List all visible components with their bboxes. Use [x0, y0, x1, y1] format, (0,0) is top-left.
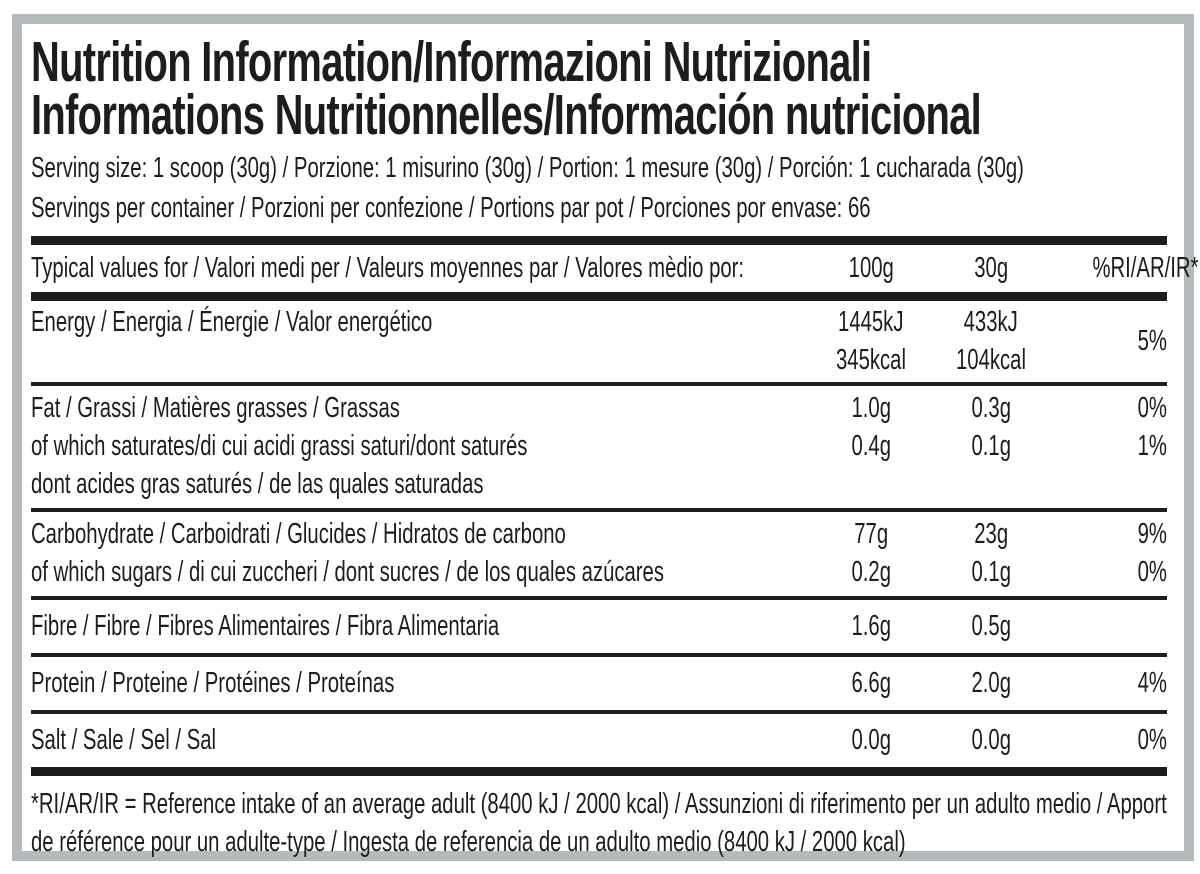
- fat-per30: 0.3g: [971, 392, 1011, 424]
- carbohydrate-line-1: Carbohydrate / Carboidrati / Glucides / …: [31, 515, 1167, 553]
- divider-rule-3: [31, 596, 1167, 600]
- energy-ri: 5%: [1137, 325, 1167, 357]
- protein-per30: 2.0g: [971, 667, 1011, 699]
- carbohydrate-per30: 23g: [974, 518, 1008, 550]
- header-col-ri: %RI/AR/IR*: [1092, 252, 1199, 284]
- title-line-1-text: Nutrition Information/Informazioni Nutri…: [31, 30, 872, 94]
- carbohydrate-line-2: of which sugars / di cui zuccheri / dont…: [31, 553, 1167, 591]
- label-content: Nutrition Information/Informazioni Nutri…: [22, 24, 1199, 858]
- title-line-2: Informations Nutritionnelles/Información…: [31, 83, 1167, 147]
- header-typical-values: Typical values for / Valori medi per / V…: [31, 252, 745, 284]
- carbohydrate-label: Carbohydrate / Carboidrati / Glucides / …: [31, 518, 566, 550]
- protein-ri: 4%: [1137, 667, 1167, 699]
- table-row-fibre: Fibre / Fibre / Fibres Alimentaires / Fi…: [31, 600, 1167, 653]
- energy-per100-kj: 1445kJ: [838, 306, 904, 338]
- label-title: Nutrition Information/Informazioni Nutri…: [31, 24, 1167, 147]
- saturates-label-cont: dont acides gras saturés / de las quales…: [31, 468, 484, 500]
- salt-label: Salt / Sale / Sel / Sal: [31, 724, 217, 756]
- header-col-30g: 30g: [974, 252, 1008, 284]
- sugars-per100: 0.2g: [851, 556, 891, 588]
- protein-label: Protein / Proteine / Protéines / Proteín…: [31, 667, 395, 699]
- serving-size-text: Serving size: 1 scoop (30g) / Porzione: …: [31, 152, 1024, 184]
- header-col-100g: 100g: [848, 252, 894, 284]
- divider-rule-1: [31, 382, 1167, 386]
- fat-label: Fat / Grassi / Matières grasses / Grassa…: [31, 392, 400, 424]
- sugars-label: of which sugars / di cui zuccheri / dont…: [31, 556, 665, 588]
- title-line-1: Nutrition Information/Informazioni Nutri…: [31, 30, 1167, 94]
- footnote: *RI/AR/IR = Reference intake of an avera…: [31, 776, 1167, 861]
- table-row-energy: Energy / Energia / Énergie / Valor energ…: [31, 301, 1167, 382]
- carbohydrate-ri: 9%: [1137, 518, 1167, 550]
- table-row-fat: Fat / Grassi / Matières grasses / Grassa…: [31, 386, 1167, 508]
- energy-per30-kj: 433kJ: [963, 306, 1019, 338]
- fat-line-3: dont acides gras saturés / de las quales…: [31, 465, 1167, 503]
- fat-ri: 0%: [1137, 392, 1167, 424]
- saturates-per100: 0.4g: [851, 430, 891, 462]
- table-header-row: Typical values for / Valori medi per / V…: [31, 245, 1199, 292]
- nutrition-label-panel: Nutrition Information/Informazioni Nutri…: [12, 14, 1199, 861]
- energy-label: Energy / Energia / Énergie / Valor energ…: [31, 306, 433, 338]
- salt-per30: 0.0g: [971, 724, 1011, 756]
- energy-per30-kcal: 104kcal: [956, 344, 1026, 376]
- table-row-salt: Salt / Sale / Sel / Sal 0.0g 0.0g 0%: [31, 714, 1167, 767]
- title-line-2-text: Informations Nutritionnelles/Información…: [31, 83, 982, 147]
- divider-rule-2: [31, 508, 1167, 512]
- saturates-per30: 0.1g: [971, 430, 1011, 462]
- energy-per30: 433kJ 104kcal: [935, 303, 1047, 379]
- carbohydrate-per100: 77g: [854, 518, 888, 550]
- fat-line-2: of which saturates/di cui acidi grassi s…: [31, 427, 1167, 465]
- energy-per100: 1445kJ 345kcal: [807, 303, 935, 379]
- protein-per100: 6.6g: [851, 667, 891, 699]
- sugars-ri: 0%: [1137, 556, 1167, 588]
- saturates-label: of which saturates/di cui acidi grassi s…: [31, 430, 528, 462]
- sugars-per30: 0.1g: [971, 556, 1011, 588]
- fat-line-1: Fat / Grassi / Matières grasses / Grassa…: [31, 389, 1167, 427]
- fat-per100: 1.0g: [851, 392, 891, 424]
- fibre-per100: 1.6g: [851, 610, 891, 642]
- fibre-per30: 0.5g: [971, 610, 1011, 642]
- divider-bar-footnote: [31, 767, 1167, 776]
- servings-per-container-line: Servings per container / Porzioni per co…: [31, 188, 1167, 228]
- serving-info: Serving size: 1 scoop (30g) / Porzione: …: [31, 142, 1167, 236]
- table-row-carbohydrate: Carbohydrate / Carboidrati / Glucides / …: [31, 512, 1167, 596]
- footnote-text: *RI/AR/IR = Reference intake of an avera…: [31, 788, 1167, 858]
- fibre-label: Fibre / Fibre / Fibres Alimentaires / Fi…: [31, 610, 500, 642]
- salt-ri: 0%: [1137, 724, 1167, 756]
- table-row-protein: Protein / Proteine / Protéines / Proteín…: [31, 657, 1167, 710]
- servings-per-container-text: Servings per container / Porzioni per co…: [31, 192, 871, 224]
- salt-per100: 0.0g: [851, 724, 891, 756]
- divider-rule-5: [31, 710, 1167, 714]
- divider-rule-4: [31, 653, 1167, 657]
- divider-bar-top: [31, 236, 1167, 245]
- saturates-ri: 1%: [1137, 430, 1167, 462]
- divider-bar-header-bottom: [31, 292, 1167, 301]
- energy-per100-kcal: 345kcal: [836, 344, 906, 376]
- serving-size-line: Serving size: 1 scoop (30g) / Porzione: …: [31, 148, 1167, 188]
